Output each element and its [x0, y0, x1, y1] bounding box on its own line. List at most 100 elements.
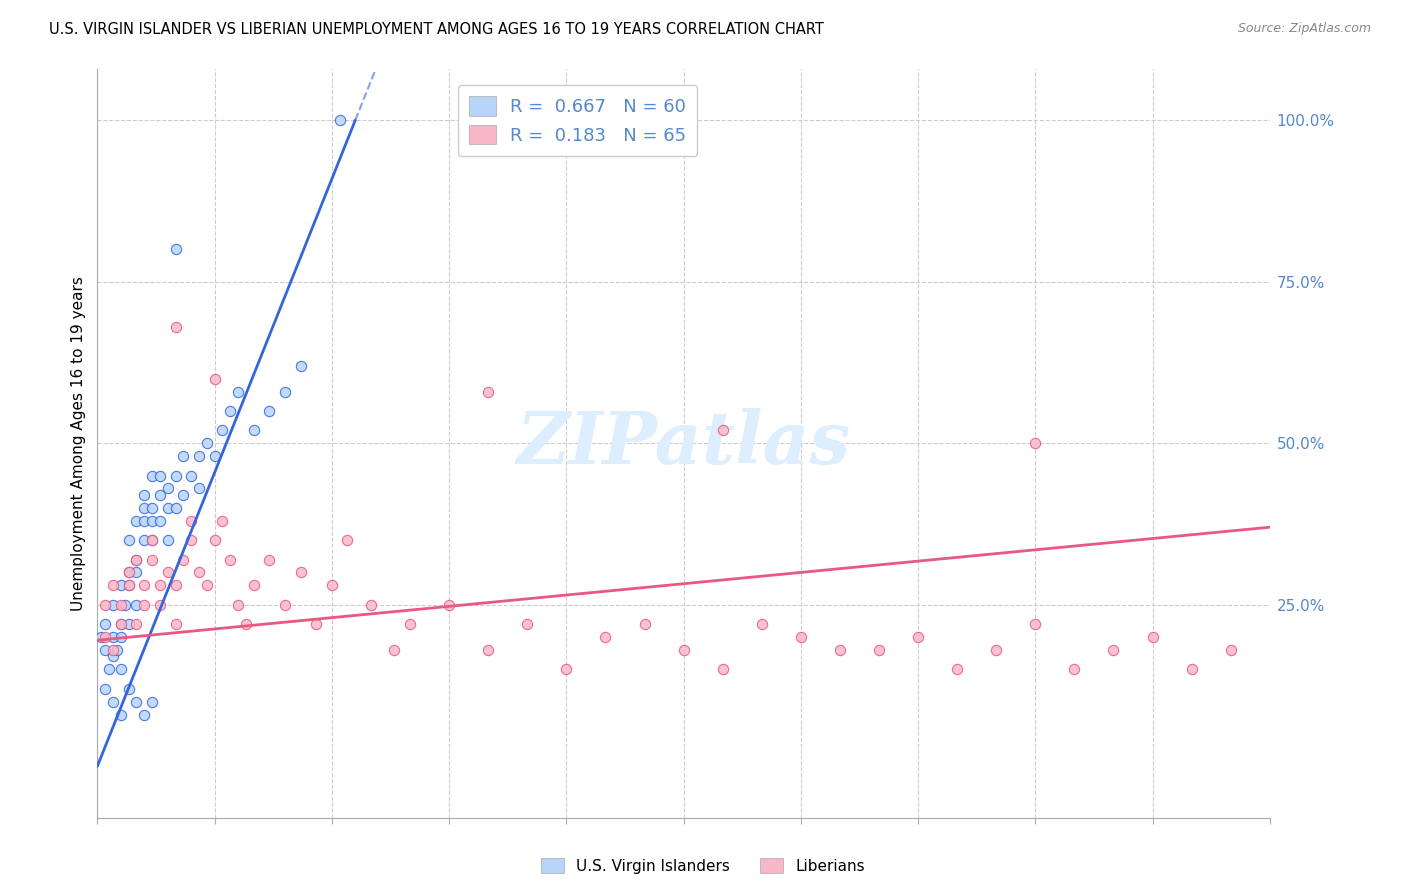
Point	[437, 598, 460, 612]
Point	[94, 598, 117, 612]
Point	[101, 643, 124, 657]
Point	[165, 500, 187, 515]
Point	[117, 566, 139, 580]
Point	[101, 630, 124, 644]
Point	[595, 630, 617, 644]
Point	[1024, 617, 1046, 632]
Point	[94, 617, 117, 632]
Point	[101, 649, 124, 664]
Point	[180, 514, 202, 528]
Point	[195, 436, 218, 450]
Point	[188, 566, 211, 580]
Point	[141, 533, 163, 548]
Point	[672, 643, 695, 657]
Point	[790, 630, 813, 644]
Point	[305, 617, 328, 632]
Point	[141, 514, 163, 528]
Point	[1102, 643, 1125, 657]
Point	[188, 482, 211, 496]
Point	[149, 578, 172, 592]
Text: U.S. VIRGIN ISLANDER VS LIBERIAN UNEMPLOYMENT AMONG AGES 16 TO 19 YEARS CORRELAT: U.S. VIRGIN ISLANDER VS LIBERIAN UNEMPLO…	[49, 22, 824, 37]
Point	[516, 617, 538, 632]
Point	[117, 578, 139, 592]
Point	[117, 566, 139, 580]
Point	[134, 598, 156, 612]
Point	[219, 404, 242, 418]
Point	[125, 598, 148, 612]
Point	[117, 617, 139, 632]
Point	[290, 359, 312, 373]
Point	[165, 578, 187, 592]
Point	[90, 630, 112, 644]
Point	[165, 320, 187, 334]
Point	[204, 449, 226, 463]
Point	[360, 598, 382, 612]
Point	[336, 533, 359, 548]
Point	[1024, 436, 1046, 450]
Point	[98, 662, 121, 676]
Text: Source: ZipAtlas.com: Source: ZipAtlas.com	[1237, 22, 1371, 36]
Point	[101, 578, 124, 592]
Point	[226, 384, 249, 399]
Point	[134, 707, 156, 722]
Point	[165, 468, 187, 483]
Point	[94, 643, 117, 657]
Point	[868, 643, 890, 657]
Point	[125, 695, 148, 709]
Point	[204, 533, 226, 548]
Legend: U.S. Virgin Islanders, Liberians: U.S. Virgin Islanders, Liberians	[534, 852, 872, 880]
Point	[321, 578, 343, 592]
Point	[180, 468, 202, 483]
Point	[141, 468, 163, 483]
Legend: R =  0.667   N = 60, R =  0.183   N = 65: R = 0.667 N = 60, R = 0.183 N = 65	[458, 85, 697, 155]
Point	[149, 488, 172, 502]
Point	[110, 598, 132, 612]
Point	[134, 514, 156, 528]
Point	[172, 488, 194, 502]
Point	[105, 643, 128, 657]
Point	[711, 423, 734, 437]
Point	[134, 500, 156, 515]
Point	[125, 552, 148, 566]
Point	[125, 617, 148, 632]
Point	[94, 681, 117, 696]
Point	[141, 500, 163, 515]
Point	[235, 617, 257, 632]
Point	[907, 630, 929, 644]
Point	[156, 482, 179, 496]
Point	[156, 566, 179, 580]
Point	[94, 630, 117, 644]
Point	[117, 681, 139, 696]
Point	[117, 533, 139, 548]
Point	[555, 662, 578, 676]
Point	[633, 617, 655, 632]
Point	[226, 598, 249, 612]
Point	[101, 695, 124, 709]
Point	[114, 598, 136, 612]
Point	[110, 578, 132, 592]
Point	[149, 514, 172, 528]
Point	[125, 552, 148, 566]
Point	[477, 643, 499, 657]
Point	[204, 371, 226, 385]
Point	[117, 578, 139, 592]
Point	[134, 578, 156, 592]
Point	[751, 617, 773, 632]
Y-axis label: Unemployment Among Ages 16 to 19 years: Unemployment Among Ages 16 to 19 years	[72, 276, 86, 611]
Point	[101, 598, 124, 612]
Point	[211, 423, 233, 437]
Point	[165, 617, 187, 632]
Point	[711, 662, 734, 676]
Point	[195, 578, 218, 592]
Point	[110, 662, 132, 676]
Point	[242, 423, 264, 437]
Point	[828, 643, 851, 657]
Point	[946, 662, 969, 676]
Point	[1181, 662, 1204, 676]
Point	[1219, 643, 1241, 657]
Point	[399, 617, 422, 632]
Point	[1142, 630, 1164, 644]
Point	[141, 533, 163, 548]
Point	[125, 566, 148, 580]
Point	[382, 643, 405, 657]
